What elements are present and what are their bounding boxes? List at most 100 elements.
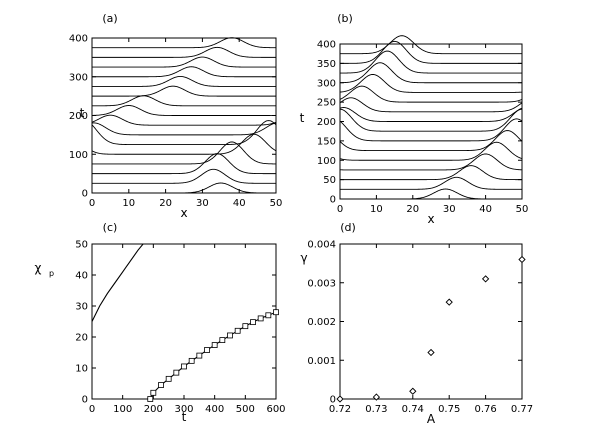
data-point [227,332,233,339]
series-line [92,244,144,322]
profile-trace [340,97,522,113]
profile-trace [340,108,522,132]
data-point [204,347,210,353]
data-point [219,337,226,344]
x-axis-label: x [180,206,187,220]
y-tick-label: 10 [75,364,88,375]
data-point [234,327,241,334]
y-tick-label: 300 [317,78,336,89]
y-axis-label: χ [35,261,42,275]
y-tick-label: 250 [317,98,336,109]
profile-trace [92,182,276,193]
y-tick-label: 40 [75,271,88,282]
profile-trace [340,40,522,64]
y-tick-label: 0.001 [307,356,336,367]
y-tick-label: 0.003 [307,278,336,289]
profile-trace [92,141,276,165]
x-tick-label: 0.73 [365,404,387,415]
x-axis-label: A [427,412,436,426]
profile-trace [340,141,522,161]
x-tick-label: 20 [159,198,172,209]
y-axis-label: t [300,111,305,125]
y-tick-label: 0.002 [307,317,336,328]
y-tick-label: 0 [330,395,336,406]
y-tick-label: 300 [69,72,88,83]
profile-trace [92,75,276,87]
y-tick-label: 20 [75,333,88,344]
y-tick-label: 400 [317,40,336,51]
x-tick-label: 50 [270,198,283,209]
data-point [518,255,526,264]
panel-label: (b) [337,12,353,25]
profile-trace [92,153,276,175]
y-tick-label: 0.004 [307,240,336,251]
profile-trace [340,153,522,171]
data-point [273,309,279,316]
panel-label: (c) [103,221,118,234]
profile-trace [340,165,522,181]
data-point [265,312,272,319]
data-point [211,342,218,348]
profile-trace [340,62,522,84]
x-tick-label: 10 [122,198,135,209]
x-tick-label: 500 [236,404,255,415]
x-tick-label: 40 [479,204,492,215]
data-point [372,393,381,401]
y-tick-label: 100 [317,156,336,167]
x-tick-label: 200 [144,404,163,415]
x-tick-label: 0 [89,198,95,209]
y-axis-label: t [80,106,85,120]
data-point [250,319,256,326]
y-tick-label: 100 [69,150,88,161]
x-tick-label: 30 [443,204,456,215]
plot-frame [339,243,523,400]
profile-trace [340,130,522,152]
profile-trace [92,168,276,184]
profile-trace [340,176,522,190]
data-point [173,369,180,376]
data-point [181,363,187,370]
x-tick-label: 0.75 [438,404,460,415]
y-tick-label: 350 [317,59,336,70]
data-point [409,387,417,395]
data-point [336,395,344,403]
profile-trace [92,37,276,49]
profile-trace [92,120,276,146]
data-point [445,298,453,306]
x-axis-label: x [427,212,434,226]
y-axis-label: γ [300,251,307,265]
y-tick-label: 200 [317,117,336,128]
x-tick-label: 100 [113,404,132,415]
y-tick-label: 50 [323,175,336,186]
x-tick-label: 10 [370,204,383,215]
y-tick-label: 0 [82,395,88,406]
y-tick-label: 30 [75,302,88,313]
profile-trace [92,95,276,107]
x-tick-label: 0.72 [329,404,351,415]
data-point [158,382,164,388]
x-tick-label: 0.76 [474,404,496,415]
y-tick-label: 0 [82,189,88,200]
panel-0: 0 10 20 30 40 50 0 100 200 300 400 (a) x t [69,12,282,220]
x-tick-label: 0.74 [402,404,424,415]
x-tick-label: 0 [89,404,95,415]
x-tick-label: 0 [337,204,343,215]
profile-trace [340,85,522,103]
y-tick-label: 50 [75,240,88,251]
data-point [481,275,490,283]
x-tick-label: 20 [406,204,419,215]
profile-trace [340,50,522,74]
data-point [188,357,195,364]
data-point [165,375,172,382]
x-tick-label: 40 [233,198,246,209]
panel-label: (d) [340,221,356,234]
x-tick-label: 600 [266,404,285,415]
plot-frame [91,243,277,400]
profile-trace [92,122,276,136]
x-tick-label: 0.77 [511,404,533,415]
profile-trace [340,35,522,55]
data-point [150,389,157,396]
x-tick-label: 400 [205,404,224,415]
profile-trace [340,188,522,199]
